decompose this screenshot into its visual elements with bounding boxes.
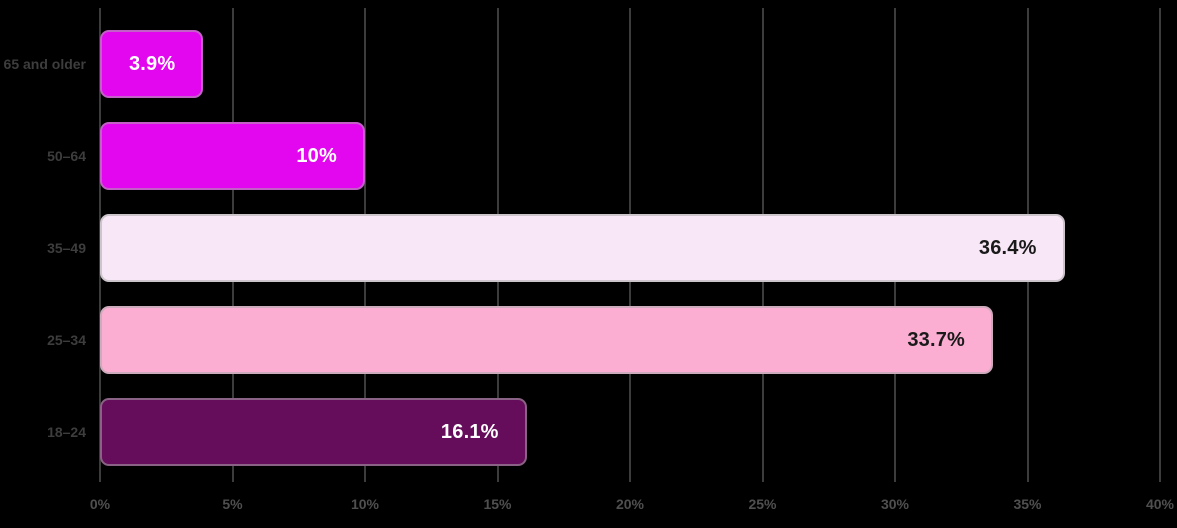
bar-row: 36.4% (100, 214, 1065, 282)
bar-value-label: 36.4% (978, 236, 1037, 259)
bar: 16.1% (100, 398, 527, 466)
category-label: 50–64 (47, 148, 86, 164)
bar-row: 3.9% (100, 30, 204, 98)
x-tick-label: 10% (350, 496, 380, 512)
category-label: 25–34 (47, 332, 86, 348)
category-label: 65 and older (3, 56, 86, 72)
x-tick-label: 30% (880, 496, 910, 512)
bar-value-label: 16.1% (440, 420, 499, 443)
bar: 10% (100, 122, 365, 190)
y-axis-labels: 65 and older 50–64 35–49 25–34 18–24 (0, 0, 90, 492)
x-tick-label: 15% (483, 496, 512, 512)
bar-value-label: 33.7% (907, 328, 966, 351)
category-label: 35–49 (47, 240, 86, 256)
bar: 3.9% (100, 30, 204, 98)
x-tick-label: 35% (1013, 496, 1042, 512)
x-tick-label: 0% (89, 496, 111, 512)
x-tick-label: 25% (748, 496, 777, 512)
x-axis-labels: 0% 5% 10% 15% 20% 25% 30% 35% 40% (90, 494, 1174, 520)
bar-value-label: 3.9% (128, 52, 176, 75)
category-label: 18–24 (47, 424, 86, 440)
x-tick-label: 20% (615, 496, 645, 512)
bar: 36.4% (100, 214, 1065, 282)
bar-row: 16.1% (100, 398, 527, 466)
bar-value-label: 10% (296, 144, 337, 167)
bar-row: 10% (100, 122, 365, 190)
bar: 33.7% (100, 306, 994, 374)
bar-row: 33.7% (100, 306, 994, 374)
x-tick-label: 40% (1145, 496, 1175, 512)
gridline (1159, 8, 1161, 482)
plot-area: 3.9% 10% 36.4% 33.7% 16.1% (99, 0, 1161, 492)
x-tick-label: 5% (222, 496, 243, 512)
